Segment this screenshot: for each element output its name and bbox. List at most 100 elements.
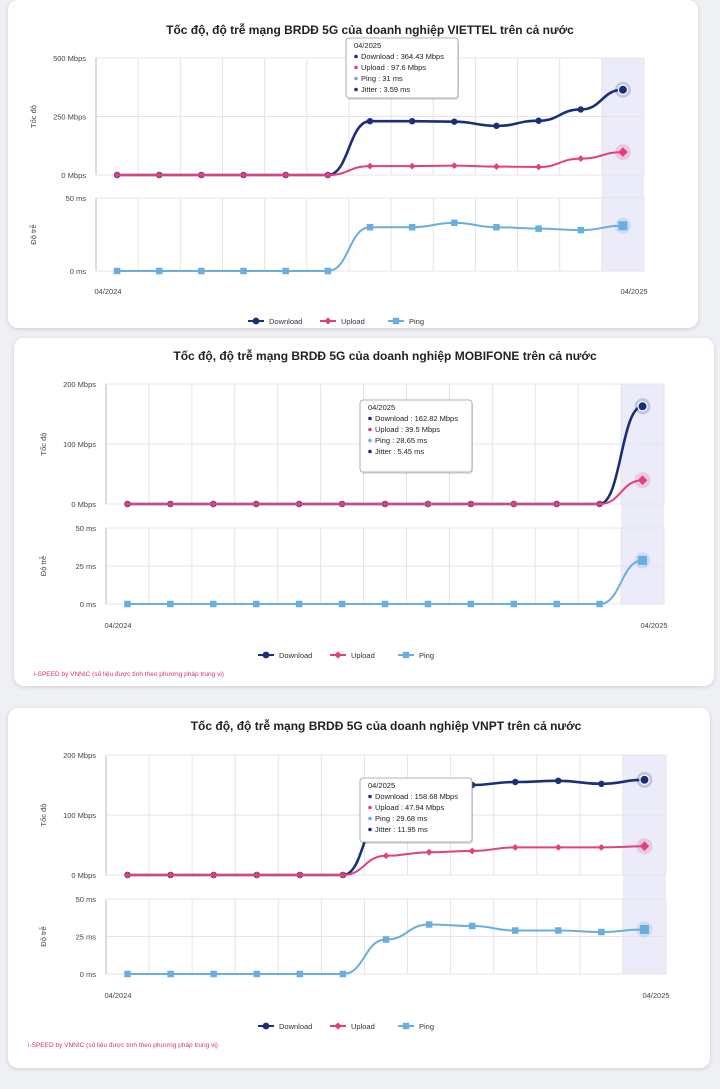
tooltip-box xyxy=(359,399,473,473)
legend-label-download: Download xyxy=(269,317,302,326)
point-ping xyxy=(210,970,217,978)
speed-axis-title: Tốc độ xyxy=(29,105,38,128)
point-upload xyxy=(597,843,605,851)
chart-title: Tốc độ, độ trễ mạng BRDĐ 5G của doanh ng… xyxy=(166,22,574,37)
latency-tick-label: 25 ms xyxy=(76,562,97,571)
point-upload xyxy=(577,155,585,162)
tooltip-box xyxy=(359,777,473,843)
tooltip-line: Ping : 29.68 ms xyxy=(375,814,427,823)
speed-tick-label: 500 Mbps xyxy=(53,54,86,63)
speed-tick-label: 0 Mbps xyxy=(71,500,96,509)
tooltip-dot xyxy=(354,87,358,92)
legend-marker-ping xyxy=(392,317,400,325)
tooltip-dot xyxy=(368,438,372,443)
legend-marker-ping xyxy=(402,651,410,659)
point-ping xyxy=(338,600,346,608)
tooltip-dot xyxy=(368,449,372,454)
point-ping xyxy=(596,600,603,608)
point-upload xyxy=(210,871,218,879)
point-ping xyxy=(167,970,174,978)
point-ping xyxy=(252,600,260,608)
x-start-label: 04/2024 xyxy=(104,991,131,1000)
x-end-label: 04/2025 xyxy=(640,621,667,630)
legend-label-upload: Upload xyxy=(351,1022,375,1031)
point-download xyxy=(366,117,374,125)
point-upload xyxy=(253,871,261,879)
point-upload xyxy=(510,500,518,508)
point-upload xyxy=(338,500,346,508)
latency-tick-label: 25 ms xyxy=(76,933,97,942)
point-ping xyxy=(124,970,131,978)
point-ping xyxy=(240,267,247,275)
tooltip-line: Ping : 31 ms xyxy=(361,74,403,83)
point-ping xyxy=(451,219,458,227)
point-ping xyxy=(167,600,174,608)
point-upload xyxy=(339,871,347,879)
point-download xyxy=(408,117,416,125)
point-ping xyxy=(381,600,389,608)
tooltip-line: Download : 364.43 Mbps xyxy=(361,52,444,61)
point-upload xyxy=(639,841,650,851)
tooltip-dot xyxy=(354,65,358,70)
point-ping xyxy=(339,970,347,978)
speed-tick-label: 200 Mbps xyxy=(63,380,96,389)
x-end-label: 04/2025 xyxy=(642,991,669,1000)
point-ping xyxy=(382,936,390,943)
point-ping xyxy=(510,600,518,608)
legend-marker-ping xyxy=(402,1022,410,1030)
legend-marker-upload xyxy=(324,317,332,325)
speed-tick-label: 200 Mbps xyxy=(63,751,96,760)
tooltip-line: Jitter : 5.45 ms xyxy=(375,447,424,456)
speed-tick-label: 250 Mbps xyxy=(53,113,86,122)
point-upload xyxy=(381,500,389,508)
point-upload xyxy=(324,171,332,179)
legend-label-ping: Ping xyxy=(419,651,434,660)
chart-svg: Tốc độ, độ trễ mạng BRDĐ 5G của doanh ng… xyxy=(29,22,648,326)
point-ping xyxy=(467,600,475,608)
point-ping xyxy=(618,221,628,231)
point-ping xyxy=(553,600,560,608)
point-upload xyxy=(554,843,562,851)
point-upload xyxy=(296,871,304,879)
point-ping xyxy=(408,223,416,231)
point-upload xyxy=(282,171,290,179)
point-ping xyxy=(468,922,476,930)
chart-title: Tốc độ, độ trễ mạng BRDĐ 5G của doanh ng… xyxy=(191,718,582,733)
series-line-upload xyxy=(127,479,643,505)
point-upload xyxy=(553,500,561,508)
legend-label-ping: Ping xyxy=(419,1022,434,1031)
point-upload xyxy=(166,500,174,508)
point-upload xyxy=(408,162,416,170)
point-upload xyxy=(209,500,217,508)
latency-axis-title: Độ trễ xyxy=(39,556,48,576)
point-ping xyxy=(296,970,304,978)
legend-marker-upload xyxy=(334,1022,342,1030)
legend-label-upload: Upload xyxy=(351,651,375,660)
speed-axis-title: Tốc độ xyxy=(39,804,48,827)
series-line-upload xyxy=(127,845,645,876)
point-ping xyxy=(155,267,163,275)
point-ping xyxy=(425,921,433,928)
point-upload xyxy=(197,171,205,179)
tooltip-title: 04/2025 xyxy=(354,41,381,50)
point-ping xyxy=(324,267,332,275)
legend-label-download: Download xyxy=(279,651,312,660)
point-upload xyxy=(493,163,500,170)
footnote: i-SPEED by VNNIC (số liệu được tính theo… xyxy=(34,669,224,678)
tooltip-line: Upload : 97.6 Mbps xyxy=(361,63,426,72)
tooltip-line: Upload : 47.94 Mbps xyxy=(375,803,444,812)
point-ping xyxy=(253,970,261,978)
latency-tick-label: 50 ms xyxy=(66,194,87,203)
legend-marker-upload xyxy=(334,651,342,659)
point-upload xyxy=(467,500,475,508)
speed-tick-label: 100 Mbps xyxy=(63,440,96,449)
point-ping xyxy=(555,927,562,934)
point-ping xyxy=(535,225,542,232)
point-ping xyxy=(198,267,205,275)
series-line-ping xyxy=(127,559,643,605)
tooltip-line: Jitter : 3.59 ms xyxy=(361,85,410,94)
tooltip-line: Download : 158.68 Mbps xyxy=(375,792,458,801)
tooltip-line: Download : 162.82 Mbps xyxy=(375,414,458,423)
tooltip-line: Jitter : 11.95 ms xyxy=(375,825,428,834)
latency-tick-label: 0 ms xyxy=(70,267,87,276)
